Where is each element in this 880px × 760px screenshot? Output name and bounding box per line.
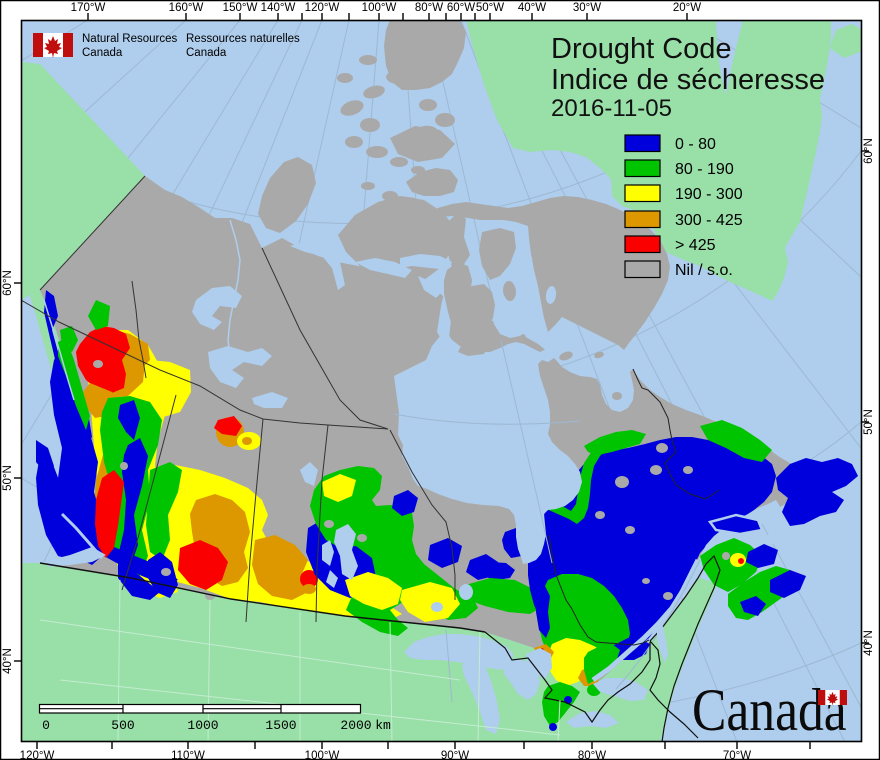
svg-text:110°W: 110°W: [171, 750, 205, 760]
svg-text:Natural Resources: Natural Resources: [82, 33, 177, 45]
svg-text:km: km: [375, 718, 391, 733]
svg-text:50°N: 50°N: [2, 465, 14, 491]
svg-text:120°W: 120°W: [20, 750, 55, 760]
svg-text:300 - 425: 300 - 425: [675, 212, 743, 229]
svg-text:> 425: > 425: [675, 237, 716, 254]
svg-text:100°W: 100°W: [305, 750, 340, 760]
svg-text:50°N: 50°N: [863, 409, 875, 435]
svg-text:160°W: 160°W: [169, 2, 204, 14]
svg-text:90°W: 90°W: [441, 750, 469, 760]
svg-text:Canada: Canada: [82, 47, 123, 59]
svg-text:120°W: 120°W: [305, 2, 340, 14]
svg-text:60°W: 60°W: [447, 2, 475, 14]
svg-text:170°W: 170°W: [71, 2, 106, 14]
svg-text:70°W: 70°W: [723, 750, 751, 760]
svg-text:0: 0: [42, 718, 50, 733]
svg-text:40°W: 40°W: [518, 2, 546, 14]
svg-text:Drought Code: Drought Code: [551, 33, 732, 65]
svg-text:30°W: 30°W: [573, 2, 601, 14]
svg-text:60°N: 60°N: [863, 138, 875, 164]
svg-text:80°W: 80°W: [415, 2, 443, 14]
svg-text:Nil / s.o.: Nil / s.o.: [675, 262, 733, 279]
svg-text:150°W: 150°W: [223, 2, 258, 14]
svg-text:Canada: Canada: [186, 47, 227, 59]
svg-text:1500: 1500: [265, 718, 296, 733]
svg-text:80°W: 80°W: [578, 750, 606, 760]
svg-text:Canada: Canada: [692, 677, 847, 743]
svg-text:2016-11-05: 2016-11-05: [551, 95, 672, 122]
svg-text:80 - 190: 80 - 190: [675, 161, 734, 178]
svg-text:50°W: 50°W: [476, 2, 504, 14]
svg-text:40°N: 40°N: [863, 630, 875, 656]
svg-text:1000: 1000: [187, 718, 218, 733]
svg-text:190 - 300: 190 - 300: [675, 186, 743, 203]
svg-text:100°W: 100°W: [362, 2, 397, 14]
svg-text:Ressources naturelles: Ressources naturelles: [186, 33, 300, 45]
svg-text:0 - 80: 0 - 80: [675, 136, 716, 153]
svg-text:2000: 2000: [340, 718, 371, 733]
svg-text:60°N: 60°N: [2, 270, 14, 296]
svg-text:40°N: 40°N: [2, 648, 14, 674]
svg-text:Indice de sécheresse: Indice de sécheresse: [551, 64, 825, 96]
svg-text:20°W: 20°W: [673, 2, 701, 14]
svg-text:140°W: 140°W: [261, 2, 296, 14]
svg-text:500: 500: [111, 718, 134, 733]
